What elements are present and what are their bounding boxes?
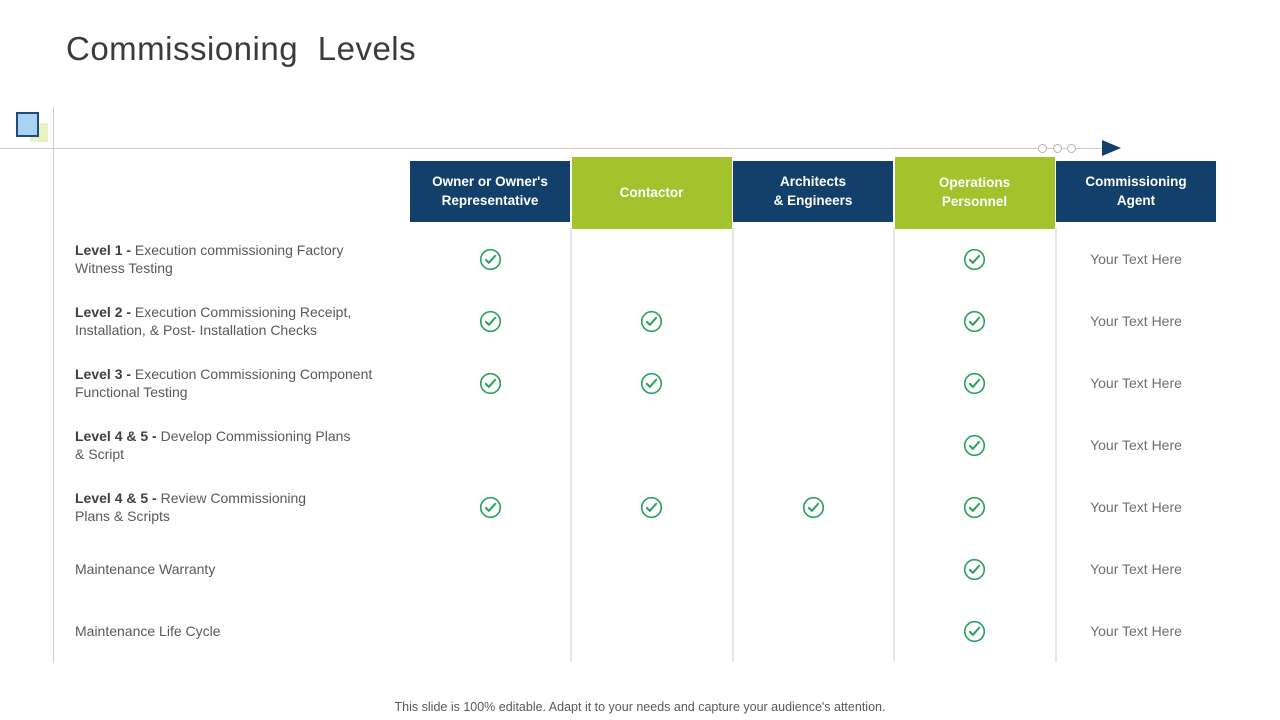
agent-text-placeholder: Your Text Here [1090, 375, 1182, 391]
table-row: Maintenance Life Cycle Your Text Here [0, 600, 1280, 662]
column-separator-line [893, 228, 895, 662]
check-circle-icon [963, 620, 986, 643]
empty-cell [733, 414, 893, 476]
row-label: Maintenance Warranty [75, 561, 216, 577]
row-label-level: Level 1 - [75, 242, 135, 258]
empty-cell [410, 600, 570, 662]
check-circle-icon [963, 496, 986, 519]
row-label: Maintenance Life Cycle [75, 623, 221, 639]
column-header: Commissioning Agent [1056, 161, 1216, 222]
check-cell [895, 352, 1055, 414]
row-label-level: Level 2 - [75, 304, 135, 320]
check-cell [410, 352, 570, 414]
table-row: Level 1 - Execution commissioning Factor… [0, 228, 1280, 290]
agent-text-placeholder: Your Text Here [1090, 499, 1182, 515]
empty-cell [572, 414, 732, 476]
footer-note: This slide is 100% editable. Adapt it to… [394, 700, 886, 714]
column-header: Owner or Owner's Representative [410, 161, 570, 222]
nav-dot [1038, 144, 1047, 153]
check-circle-icon [640, 496, 663, 519]
column-separator-line [1054, 228, 1057, 662]
agent-text-placeholder: Your Text Here [1090, 561, 1182, 577]
check-circle-icon [963, 372, 986, 395]
empty-cell [733, 290, 893, 352]
nav-dot [1053, 144, 1062, 153]
check-circle-icon [640, 372, 663, 395]
check-circle-icon [802, 496, 825, 519]
check-cell [733, 476, 893, 538]
table-row: Level 4 & 5 - Review Commissioning Plans… [0, 476, 1280, 538]
check-cell [895, 600, 1055, 662]
page-title: Commissioning Levels [66, 30, 417, 67]
check-cell [572, 476, 732, 538]
empty-cell [410, 538, 570, 600]
check-cell [895, 228, 1055, 290]
check-cell [572, 290, 732, 352]
agent-text-placeholder: Your Text Here [1090, 437, 1182, 453]
empty-cell [410, 414, 570, 476]
table-row: Level 3 - Execution Commissioning Compon… [0, 352, 1280, 414]
check-cell [895, 414, 1055, 476]
header-divider-line [0, 148, 1102, 149]
blue-square-icon [16, 112, 39, 137]
check-cell [895, 290, 1055, 352]
check-circle-icon [640, 310, 663, 333]
check-circle-icon [963, 248, 986, 271]
check-circle-icon [963, 558, 986, 581]
column-separator-line [570, 228, 572, 662]
column-header: Operations Personnel [894, 157, 1055, 229]
check-cell [410, 228, 570, 290]
check-circle-icon [963, 310, 986, 333]
column-header: Contactor [571, 157, 732, 229]
row-label: Level 4 & 5 - Develop Commissioning Plan… [75, 428, 351, 462]
empty-cell [572, 228, 732, 290]
nav-dot [1067, 144, 1076, 153]
check-cell [895, 476, 1055, 538]
row-label: Level 2 - Execution Commissioning Receip… [75, 304, 352, 338]
table-row: Level 2 - Execution Commissioning Receip… [0, 290, 1280, 352]
empty-cell [572, 600, 732, 662]
left-border-line [53, 107, 54, 663]
row-label-level: Level 3 - [75, 366, 135, 382]
agent-text-placeholder: Your Text Here [1090, 251, 1182, 267]
check-circle-icon [479, 310, 502, 333]
empty-cell [733, 600, 893, 662]
table-row: Level 4 & 5 - Develop Commissioning Plan… [0, 414, 1280, 476]
check-cell [410, 290, 570, 352]
check-cell [895, 538, 1055, 600]
check-cell [572, 352, 732, 414]
column-header: Architects & Engineers [733, 161, 893, 222]
row-label-level: Level 4 & 5 - [75, 428, 161, 444]
empty-cell [733, 538, 893, 600]
empty-cell [733, 228, 893, 290]
row-label: Level 3 - Execution Commissioning Compon… [75, 366, 373, 400]
check-circle-icon [479, 496, 502, 519]
check-circle-icon [479, 372, 502, 395]
table-row: Maintenance Warranty Your Text Here [0, 538, 1280, 600]
row-label: Level 1 - Execution commissioning Factor… [75, 242, 344, 276]
check-circle-icon [963, 434, 986, 457]
check-cell [410, 476, 570, 538]
agent-text-placeholder: Your Text Here [1090, 313, 1182, 329]
empty-cell [572, 538, 732, 600]
check-circle-icon [479, 248, 502, 271]
empty-cell [733, 352, 893, 414]
agent-text-placeholder: Your Text Here [1090, 623, 1182, 639]
next-arrow-icon [1102, 140, 1121, 156]
row-label: Level 4 & 5 - Review Commissioning Plans… [75, 490, 307, 524]
row-label-level: Level 4 & 5 - [75, 490, 161, 506]
column-separator-line [731, 228, 734, 662]
